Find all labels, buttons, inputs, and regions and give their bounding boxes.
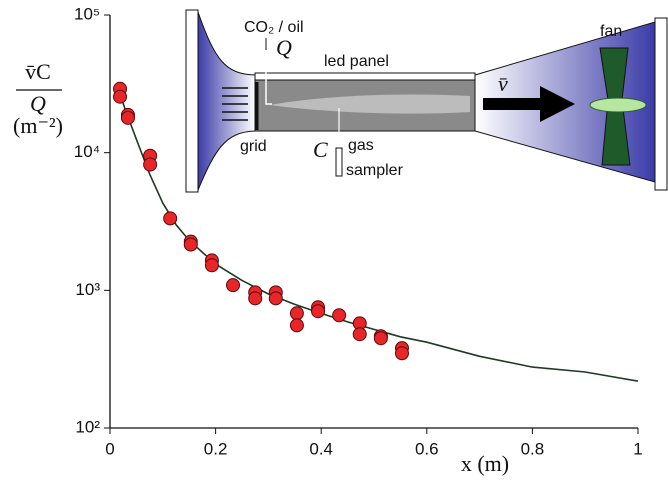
data-point xyxy=(183,237,198,252)
data-point xyxy=(163,211,178,226)
x-tick-label: 1 xyxy=(633,439,642,458)
x-tick-label: 0.6 xyxy=(415,439,439,458)
co2-label: CO₂ / oil xyxy=(244,19,304,36)
plume xyxy=(270,94,470,114)
data-point xyxy=(289,318,304,333)
inlet-frame xyxy=(185,9,199,193)
data-point xyxy=(352,327,367,342)
x-tick-label: 0.4 xyxy=(309,439,333,458)
data-point xyxy=(143,157,158,172)
data-point xyxy=(311,304,326,319)
sampler-label: sampler xyxy=(346,162,404,179)
data-point xyxy=(332,308,347,323)
axes: 10² 10³ 10⁴ 10⁵ 0 0.2 0.4 0.6 0.8 1 xyxy=(74,4,643,458)
inlet-funnel xyxy=(197,11,256,191)
x-tick-label: 0.8 xyxy=(521,439,545,458)
sampler-tube xyxy=(335,147,343,177)
x-tick-label: 0.2 xyxy=(204,439,228,458)
data-point xyxy=(289,306,304,321)
fan-label: fan xyxy=(600,23,622,40)
data-point xyxy=(268,291,283,306)
data-point xyxy=(373,331,388,346)
data-point xyxy=(394,346,409,361)
y-tick-label: 10³ xyxy=(75,280,100,299)
c-label: C xyxy=(313,137,328,162)
outlet-frame xyxy=(654,17,668,191)
y-label-numerator: v̄C xyxy=(25,59,51,84)
y-label-units: (m⁻²) xyxy=(13,113,63,138)
fan-hub xyxy=(589,97,647,113)
injector xyxy=(265,44,272,105)
data-point xyxy=(113,89,128,104)
marks xyxy=(113,81,639,382)
y-tick-label: 10² xyxy=(75,417,100,436)
data-point xyxy=(120,110,135,125)
y-tick-label: 10⁴ xyxy=(74,142,100,161)
flow-arrow xyxy=(483,86,575,122)
data-point xyxy=(248,291,263,306)
data-point xyxy=(226,278,241,293)
led-panel xyxy=(254,72,476,81)
panel-label: led panel xyxy=(324,53,389,70)
y-label-denominator: Q xyxy=(30,91,46,116)
y-tick-label: 10⁵ xyxy=(74,4,100,23)
x-label: x (m) xyxy=(461,451,509,476)
data-point xyxy=(204,258,219,273)
grid-label: grid xyxy=(240,138,267,155)
inset-diagram: CO₂ / oil Q led panel v̄ fan grid C gas … xyxy=(185,9,668,193)
inlet-arrows xyxy=(222,87,248,121)
gas-label: gas xyxy=(348,137,374,154)
x-tick-label: 0 xyxy=(105,439,114,458)
fit-line xyxy=(114,86,639,382)
q-label: Q xyxy=(276,35,292,60)
velocity-label: v̄ xyxy=(498,71,508,96)
